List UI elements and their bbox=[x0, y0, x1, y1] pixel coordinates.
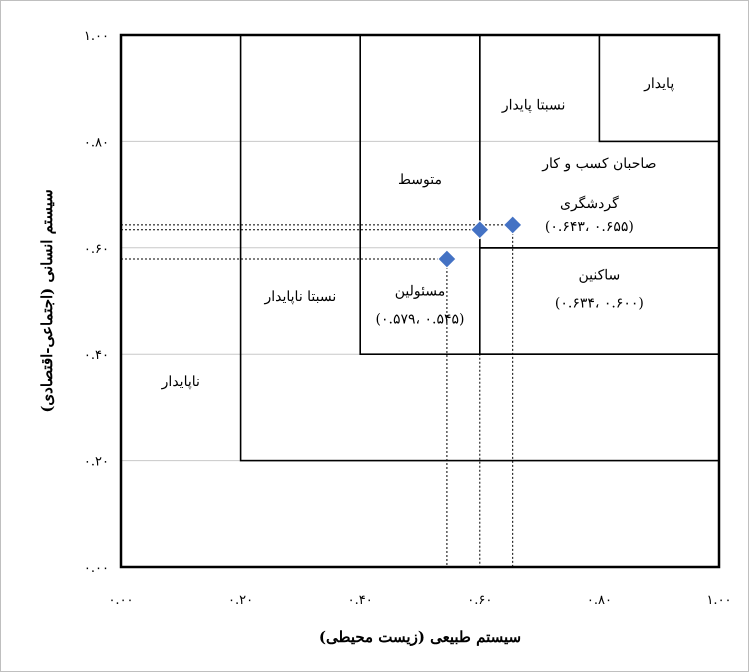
y-tick-label: ۰.۶۰ bbox=[84, 242, 109, 257]
y-tick-label: ۰.۴۰ bbox=[84, 348, 109, 363]
point-label-tourism-business-owners-line2: گردشگری bbox=[560, 195, 619, 212]
region-label-unstable: ناپایدار bbox=[161, 374, 200, 390]
guide-lines bbox=[121, 224, 514, 567]
region-label-medium: متوسط bbox=[398, 172, 442, 188]
y-axis-ticks: ۰.۰۰ ۰.۲۰ ۰.۴۰ ۰.۶۰ ۰.۸۰ ۱.۰۰ bbox=[84, 29, 109, 576]
point-coords-tourism-business-owners: (۰.۶۵۵ ،۰.۶۴۳) bbox=[545, 219, 634, 235]
x-axis-ticks: ۰.۰۰ ۰.۲۰ ۰.۴۰ ۰.۶۰ ۰.۸۰ ۱.۰۰ bbox=[108, 593, 731, 608]
data-point-tourism-business-owners bbox=[502, 215, 523, 235]
point-label-officials: مسئولین bbox=[395, 284, 446, 300]
x-tick-label: ۰.۴۰ bbox=[348, 593, 373, 608]
x-tick-label: ۰.۲۰ bbox=[228, 593, 253, 608]
y-axis-title: سیستم انسانی (اجتماعی-اقتصادی) bbox=[38, 189, 56, 412]
region-box-upper bbox=[478, 34, 720, 249]
y-tick-label: ۰.۰۰ bbox=[84, 561, 109, 576]
region-label-stable: پایدار bbox=[643, 76, 674, 92]
point-label-residents: ساکنین bbox=[579, 268, 621, 284]
data-point-officials bbox=[437, 249, 457, 269]
regions bbox=[119, 33, 721, 569]
y-tick-label: ۱.۰۰ bbox=[84, 29, 109, 44]
y-tick-label: ۰.۸۰ bbox=[84, 135, 109, 150]
point-label-tourism-business-owners-line1: صاحبان کسب و کار bbox=[541, 156, 656, 172]
x-axis-title: سیستم طبیعی (زیست محیطی) bbox=[319, 628, 521, 646]
x-tick-label: ۰.۸۰ bbox=[587, 593, 612, 608]
x-tick-label: ۱.۰۰ bbox=[706, 593, 731, 608]
data-point-residents bbox=[470, 220, 490, 240]
region-label-relatively-stable: نسبتا پایدار bbox=[501, 97, 566, 113]
point-coords-residents: (۰.۶۰۰ ،۰.۶۳۴) bbox=[555, 296, 644, 312]
region-label-relatively-unstable: نسبتا ناپایدار bbox=[264, 289, 337, 305]
x-tick-label: ۰.۰۰ bbox=[108, 593, 133, 608]
point-coords-officials: (۰.۵۴۵ ،۰.۵۷۹) bbox=[376, 312, 465, 328]
x-tick-label: ۰.۶۰ bbox=[467, 593, 492, 608]
data-markers bbox=[437, 215, 523, 269]
region-labels: ناپایدار نسبتا ناپایدار متوسط نسبتا پایدار پ… bbox=[161, 76, 675, 390]
y-tick-label: ۰.۲۰ bbox=[84, 455, 109, 470]
